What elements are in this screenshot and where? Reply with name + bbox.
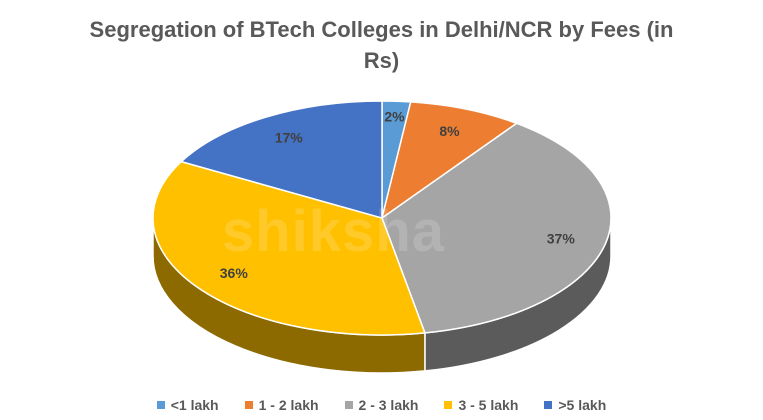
legend-label: 2 - 3 lakh	[358, 397, 419, 413]
chart-legend: <1 lakh 1 - 2 lakh 2 - 3 lakh 3 - 5 lakh >5 …	[0, 397, 763, 413]
legend-item-5-lakh: >5 lakh	[544, 397, 606, 413]
legend-item-2-3-lakh: 2 - 3 lakh	[344, 397, 419, 413]
legend-swatch	[244, 401, 253, 409]
pie-slice-1-2-lakh	[380, 101, 519, 220]
data-label-1-lakh: 2%	[384, 108, 405, 124]
legend-label: 1 - 2 lakh	[258, 397, 319, 413]
data-label-1-2-lakh: 8%	[439, 123, 460, 139]
chart-title: Segregation of BTech Colleges in Delhi/N…	[0, 14, 763, 76]
data-label-5-lakh: 17%	[275, 129, 304, 145]
pie-slice-5-lakh	[179, 100, 383, 219]
data-label-2-3-lakh: 37%	[547, 230, 576, 246]
legend-swatch	[544, 401, 553, 409]
legend-label: <1 lakh	[170, 397, 219, 413]
pie-slices	[152, 100, 612, 336]
data-label-3-5-lakh: 36%	[220, 265, 249, 281]
pie-data-labels: 2% 8% 37% 36% 17%	[220, 108, 576, 281]
legend-item-1-lakh: <1 lakh	[156, 397, 219, 413]
legend-swatch	[344, 401, 353, 409]
legend-swatch	[156, 401, 165, 409]
pie-slice-2-3-lakh	[381, 122, 612, 334]
pie-slice-3-5-lakh	[152, 160, 426, 336]
legend-item-3-5-lakh: 3 - 5 lakh	[444, 397, 518, 413]
watermark-text: shiksha	[222, 199, 445, 264]
legend-label: >5 lakh	[558, 397, 607, 413]
chart-title-line1: Segregation of BTech Colleges in Delhi/N…	[89, 17, 674, 42]
watermark-logo: shiksha	[222, 198, 445, 265]
chart-title-line2: Rs)	[363, 48, 400, 73]
legend-label: 3 - 5 lakh	[458, 397, 519, 413]
legend-item-1-2-lakh: 1 - 2 lakh	[244, 397, 319, 413]
legend-swatch	[444, 401, 453, 409]
